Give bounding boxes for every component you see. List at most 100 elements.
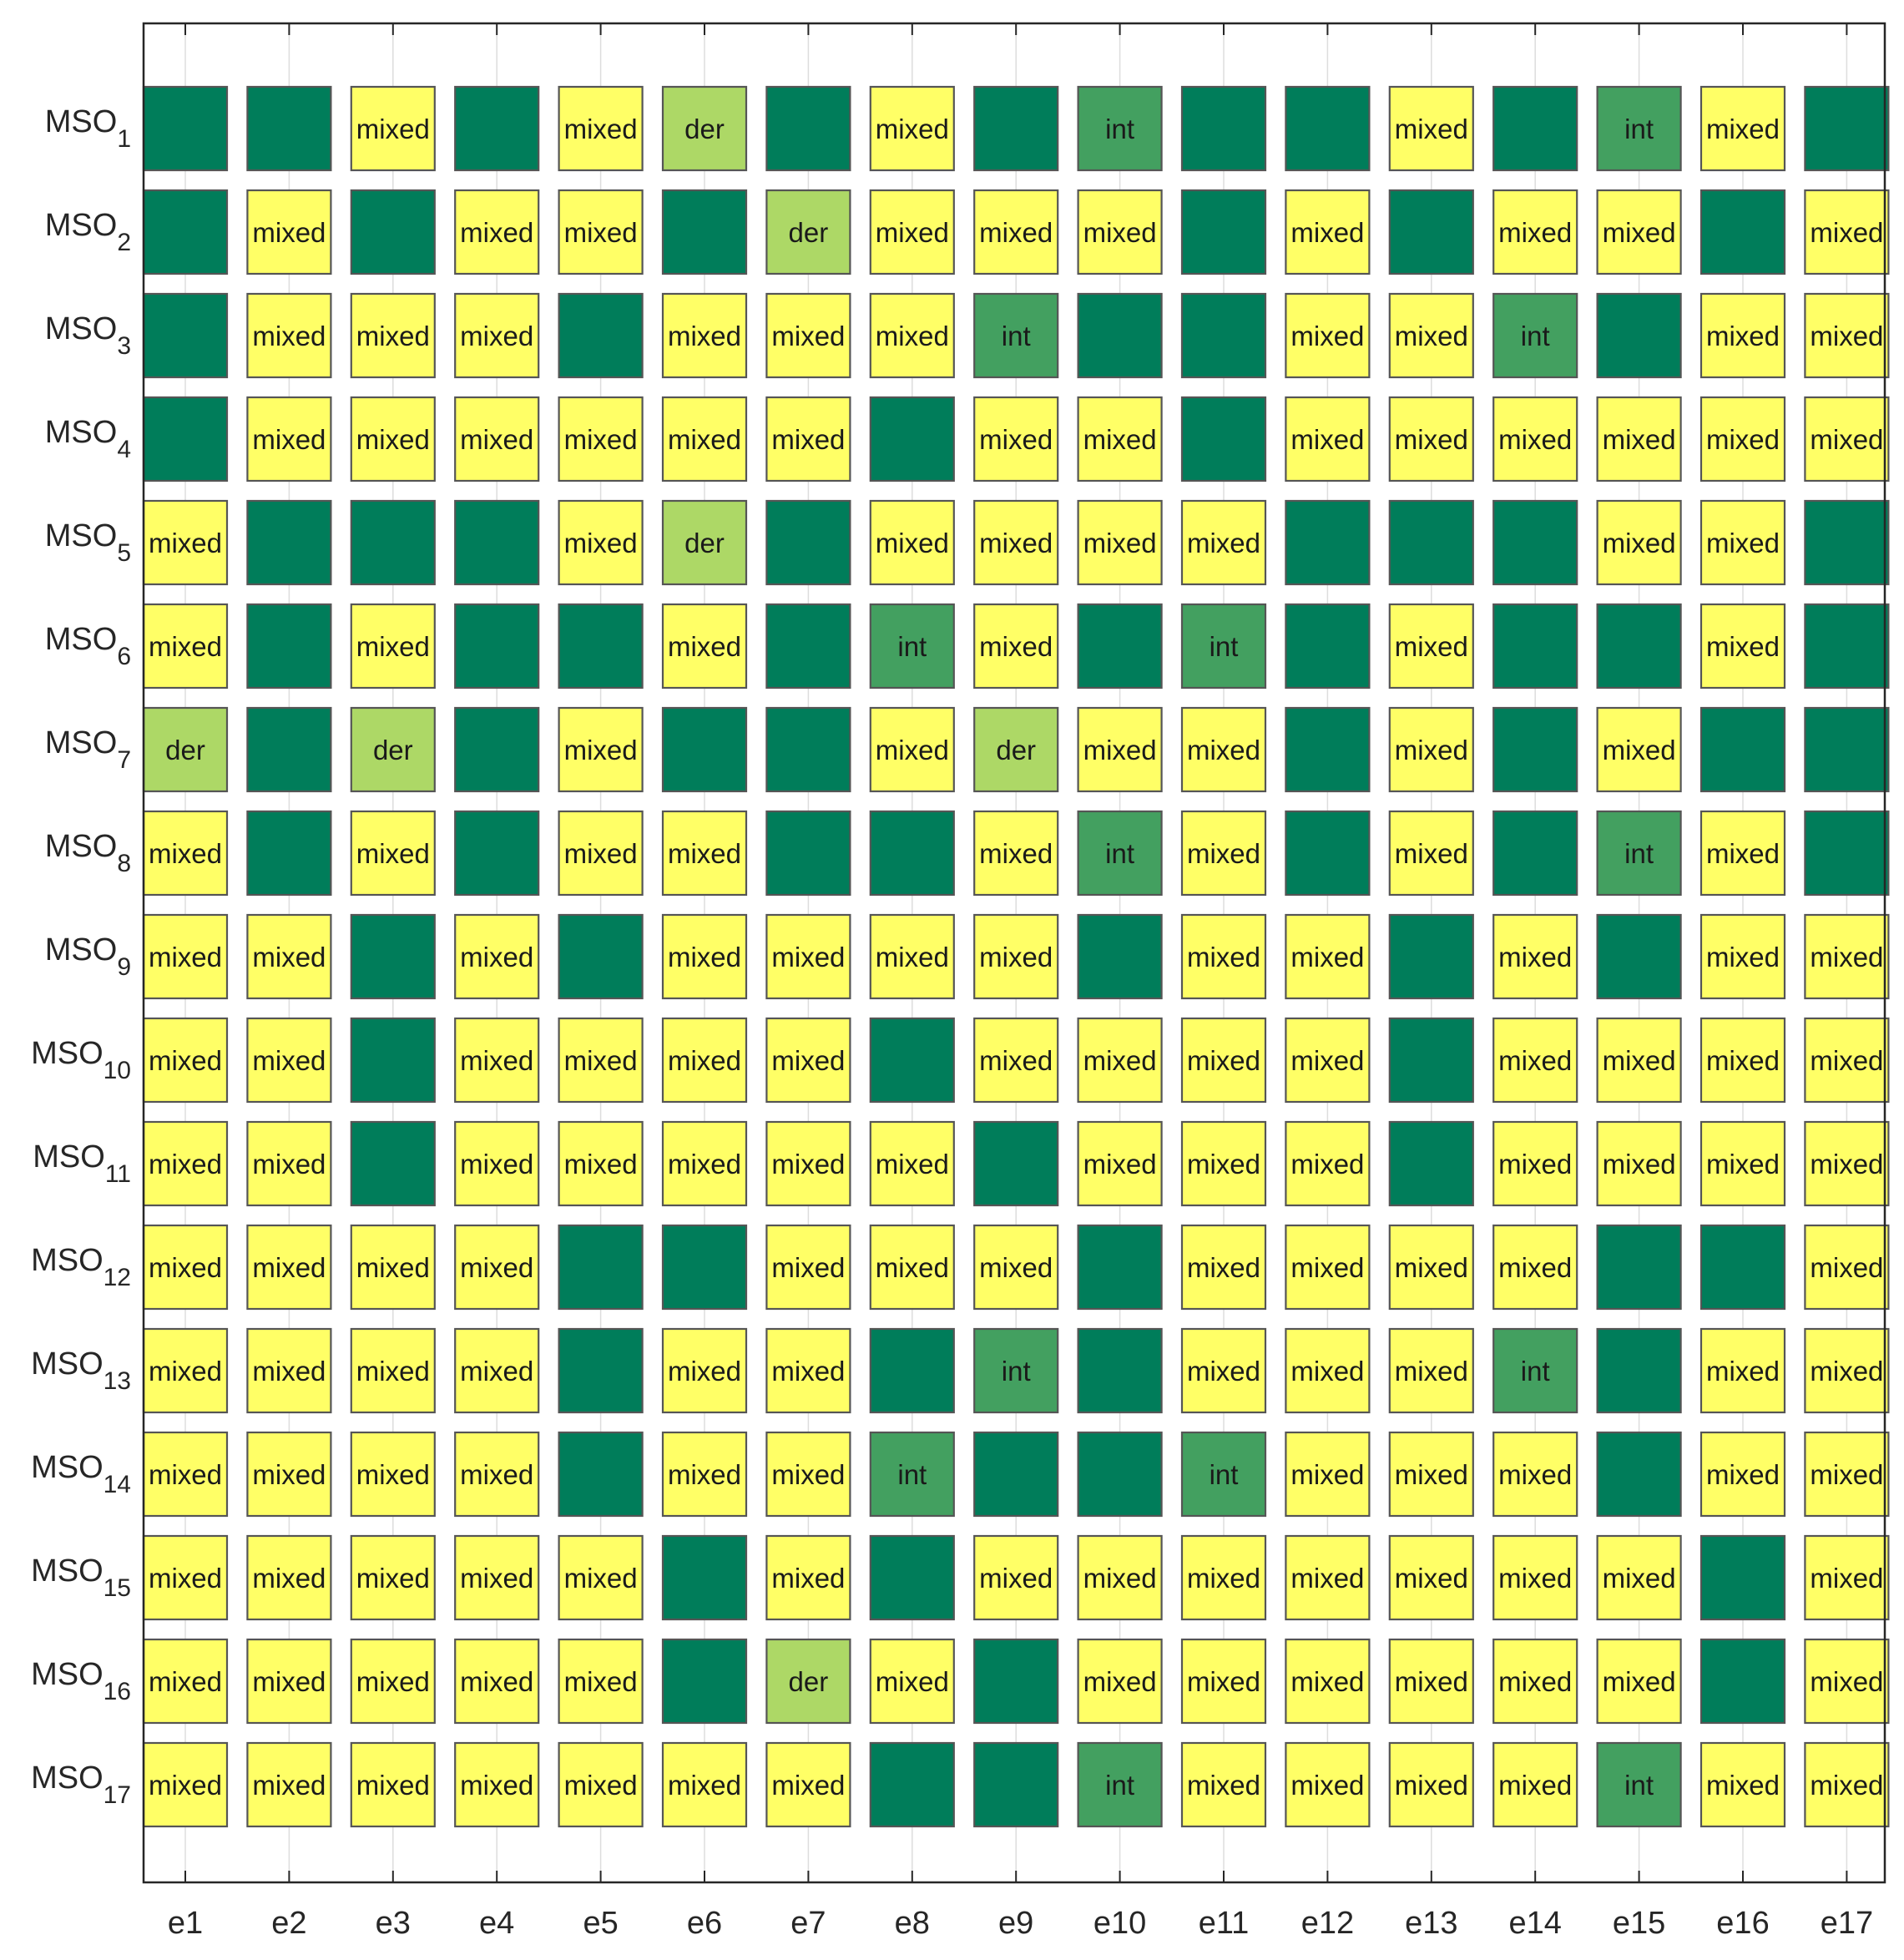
heatmap-cell	[1077, 85, 1163, 172]
heatmap-cell	[1492, 706, 1578, 793]
heatmap-cell	[1077, 292, 1163, 379]
heatmap-cell	[1699, 396, 1786, 482]
heatmap-cell	[1285, 1638, 1371, 1725]
heatmap-cell	[246, 85, 332, 172]
heatmap-cell	[246, 499, 332, 586]
heatmap-cell	[1285, 1327, 1371, 1414]
cell-label: mixed	[1706, 1045, 1780, 1076]
heatmap-cell	[661, 292, 748, 379]
cell-label: mixed	[1603, 1149, 1676, 1180]
cell-label: mixed	[564, 528, 638, 558]
cell-label: mixed	[668, 942, 741, 972]
y-tick-label: MSO3	[45, 311, 131, 360]
y-tick-label: MSO6	[45, 622, 131, 670]
cell-label: mixed	[1290, 424, 1364, 455]
cell-label: mixed	[564, 735, 638, 765]
heatmap-cell	[1596, 1638, 1682, 1725]
heatmap-cell	[661, 189, 748, 275]
heatmap-cell	[1180, 1224, 1267, 1311]
heatmap-cell	[350, 1431, 436, 1518]
heatmap-cell	[350, 1534, 436, 1621]
heatmap-cell	[1492, 1017, 1578, 1104]
heatmap-cell	[1077, 499, 1163, 586]
cell-label: mixed	[771, 1149, 845, 1180]
heatmap-cell	[558, 603, 644, 690]
heatmap-cell	[661, 810, 748, 897]
heatmap-cell	[1699, 85, 1786, 172]
heatmap-cell	[1180, 499, 1267, 586]
heatmap-cell	[973, 85, 1059, 172]
heatmap-cell	[765, 810, 851, 897]
cell-label: mixed	[1603, 1563, 1676, 1594]
cell-label: mixed	[1083, 1149, 1157, 1180]
cell-label: mixed	[1810, 1770, 1883, 1801]
cell-label: mixed	[460, 1563, 533, 1594]
cell-label: mixed	[1395, 631, 1468, 662]
heatmap-cell	[869, 396, 955, 482]
heatmap-cell	[454, 1431, 540, 1518]
heatmap-cell	[350, 1327, 436, 1414]
heatmap-cell	[558, 1224, 644, 1311]
cell-label: int	[1105, 114, 1134, 144]
heatmap-cell	[765, 499, 851, 586]
heatmap-cell	[246, 1741, 332, 1828]
cell-label: mixed	[771, 1356, 845, 1387]
cell-label: mixed	[1706, 631, 1780, 662]
cell-label: mixed	[668, 321, 741, 351]
heatmap-cell	[869, 1327, 955, 1414]
heatmap-cell	[1596, 1327, 1682, 1414]
cell-label: mixed	[252, 1252, 326, 1283]
cell-label: mixed	[979, 528, 1053, 558]
heatmap-cell	[454, 292, 540, 379]
heatmap-cell	[869, 913, 955, 1000]
cell-label: mixed	[1187, 1045, 1260, 1076]
heatmap-cell	[973, 1120, 1059, 1207]
cell-label: mixed	[356, 1252, 430, 1283]
y-tick-label: MSO15	[31, 1553, 131, 1602]
cell-label: mixed	[1603, 735, 1676, 765]
cell-label: mixed	[1187, 1770, 1260, 1801]
cell-label: mixed	[1187, 838, 1260, 869]
heatmap-cell	[1285, 1534, 1371, 1621]
heatmap-cell	[1285, 1431, 1371, 1518]
cell-label: mixed	[1290, 217, 1364, 248]
heatmap-cell	[142, 396, 229, 482]
cell-label: mixed	[460, 1666, 533, 1697]
cell-label: mixed	[1706, 321, 1780, 351]
cell-label: mixed	[1706, 838, 1780, 869]
cell-label: mixed	[1706, 1770, 1780, 1801]
cell-label: mixed	[149, 528, 222, 558]
cell-label: mixed	[1810, 1356, 1883, 1387]
cell-label: mixed	[1810, 217, 1883, 248]
heatmap-cell	[1180, 1120, 1267, 1207]
cell-label: mixed	[1810, 1045, 1883, 1076]
cell-label: mixed	[1187, 528, 1260, 558]
cell-label: mixed	[668, 1356, 741, 1387]
heatmap-cell	[1596, 1431, 1682, 1518]
cell-label: mixed	[564, 217, 638, 248]
heatmap-cell	[1180, 396, 1267, 482]
cell-label: mixed	[1290, 1563, 1364, 1594]
cell-label: mixed	[460, 1770, 533, 1801]
heatmap-cell	[142, 706, 229, 793]
x-tick-label: e7	[790, 1906, 826, 1941]
heatmap-cell	[1596, 913, 1682, 1000]
heatmap-cell	[558, 1327, 644, 1414]
heatmap-cell	[246, 1638, 332, 1725]
cell-label: mixed	[252, 1045, 326, 1076]
heatmap-cell	[973, 396, 1059, 482]
heatmap-cell	[1804, 810, 1890, 897]
heatmap-cell	[765, 189, 851, 275]
heatmap-cell	[246, 1327, 332, 1414]
heatmap-cell	[454, 1017, 540, 1104]
cell-label: mixed	[1290, 321, 1364, 351]
cell-label: mixed	[1083, 1563, 1157, 1594]
heatmap-cell	[869, 85, 955, 172]
heatmap-cell	[1804, 1327, 1890, 1414]
heatmap-cell	[1180, 1741, 1267, 1828]
cell-label: int	[1624, 838, 1654, 869]
heatmap-cell	[1699, 1638, 1786, 1725]
heatmap-cell	[1388, 1741, 1474, 1828]
cell-label: mixed	[1290, 1356, 1364, 1387]
cell-label: mixed	[668, 631, 741, 662]
